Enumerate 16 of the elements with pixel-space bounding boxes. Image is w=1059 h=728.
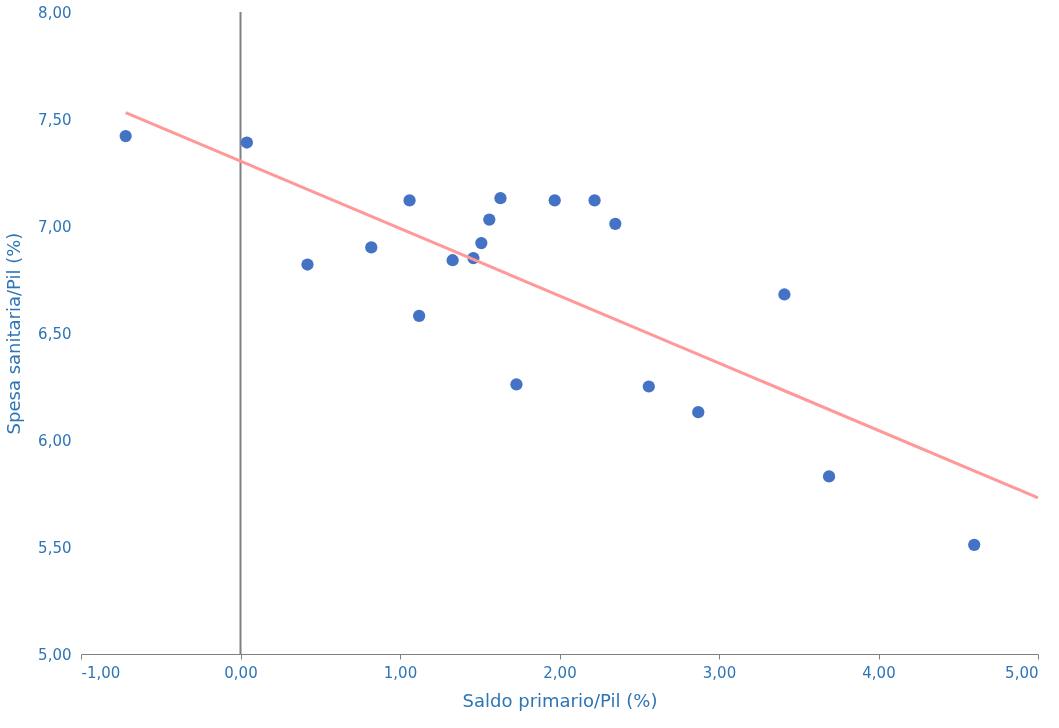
x-tick-label: 3,00 [702, 663, 737, 682]
x-tick-label: 0,00 [224, 663, 258, 682]
y-axis-title: Spesa sanitaria/Pil (%) [3, 232, 25, 435]
y-tick-label: 7,50 [38, 110, 72, 129]
y-tick-label: 5,00 [38, 645, 72, 664]
x-tick-label: 4,00 [862, 663, 896, 682]
x-tick-label: 1,00 [383, 663, 418, 682]
x-tick-label: -1,00 [81, 663, 121, 682]
y-tick-label: 5,50 [38, 538, 72, 557]
y-tick-label: 8,00 [38, 3, 72, 22]
x-tick-label: 2,00 [543, 663, 577, 682]
y-tick-label: 6,00 [38, 431, 72, 450]
x-axis-title: Saldo primario/Pil (%) [462, 689, 658, 711]
y-tick-label: 6,50 [38, 324, 72, 343]
x-tick-label: 5,00 [1005, 663, 1039, 682]
y-tick-label: 7,00 [38, 217, 72, 236]
